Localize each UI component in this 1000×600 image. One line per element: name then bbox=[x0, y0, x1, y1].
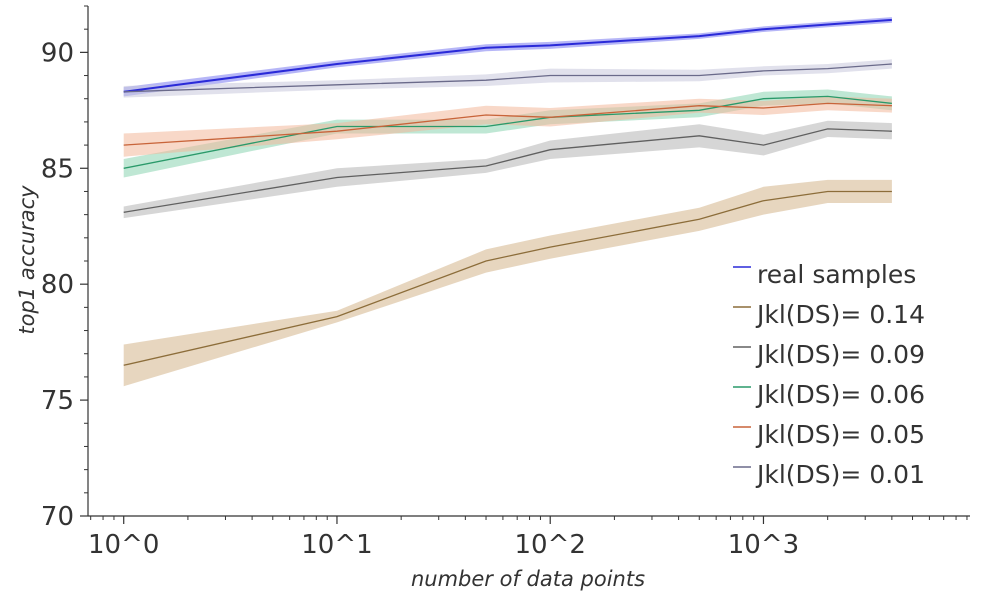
x-tick-label: 10^3 bbox=[728, 530, 799, 560]
x-tick-label: 10^1 bbox=[301, 530, 372, 560]
series-line-0 bbox=[123, 18, 892, 93]
y-tick-label: 70 bbox=[41, 502, 74, 532]
series-band-2 bbox=[123, 120, 892, 219]
series-band-4 bbox=[123, 96, 892, 157]
y-tick-label: 75 bbox=[41, 386, 74, 416]
y-axis-title: top1 accuracy bbox=[15, 185, 39, 335]
y-tick-label: 85 bbox=[41, 154, 74, 184]
confidence-bands bbox=[123, 17, 892, 387]
series-line-1 bbox=[123, 190, 892, 366]
legend-label: Jkl(DS)= 0.01 bbox=[755, 460, 925, 489]
y-tick-label: 80 bbox=[41, 270, 74, 300]
x-tick-label: 10^2 bbox=[515, 530, 586, 560]
series-line-3 bbox=[123, 95, 892, 169]
legend-label: Jkl(DS)= 0.09 bbox=[755, 340, 925, 369]
legend-label: Jkl(DS)= 0.06 bbox=[755, 380, 925, 409]
series-line-2 bbox=[123, 128, 892, 213]
series-lines bbox=[123, 18, 892, 366]
x-tick-label: 10^0 bbox=[88, 530, 159, 560]
legend-label: Jkl(DS)= 0.14 bbox=[755, 300, 925, 329]
legend-label: real samples bbox=[757, 260, 916, 289]
axis-ticks: 70 75 80 85 90 10^0 10^1 10^2 10^3 bbox=[41, 5, 968, 560]
series-band-1 bbox=[123, 179, 892, 387]
x-axis-title: number of data points bbox=[411, 567, 645, 591]
y-tick-label: 90 bbox=[41, 38, 74, 68]
legend-label: Jkl(DS)= 0.05 bbox=[755, 420, 925, 449]
series-line-4 bbox=[123, 102, 892, 146]
legend: real samples Jkl(DS)= 0.14 Jkl(DS)= 0.09 Jk… bbox=[733, 260, 925, 489]
series-line-5 bbox=[123, 63, 892, 93]
